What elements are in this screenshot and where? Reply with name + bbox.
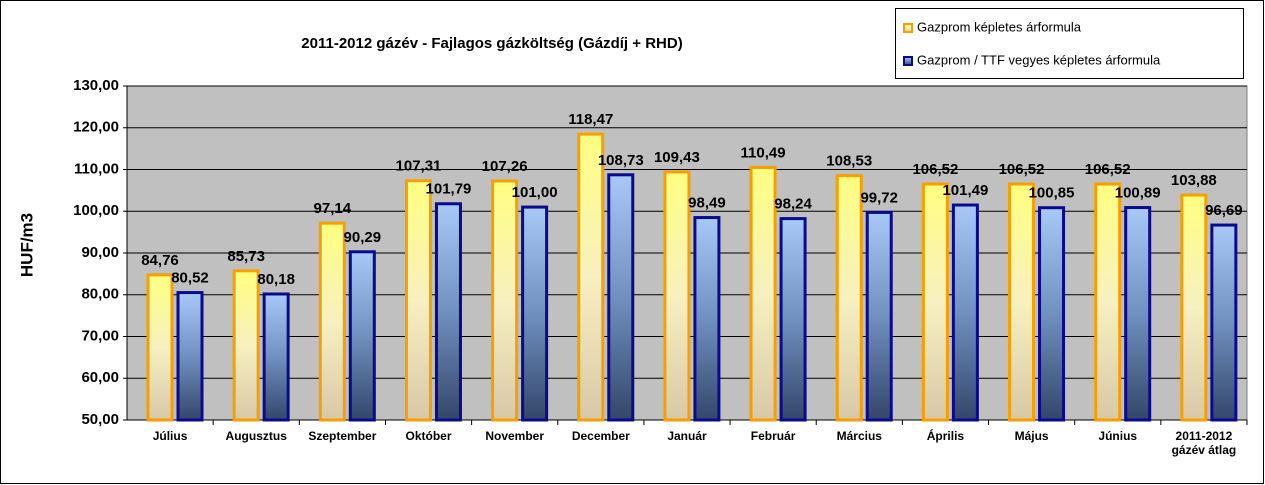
bar bbox=[749, 165, 777, 422]
data-label: 108,73 bbox=[598, 152, 644, 169]
data-label: 101,79 bbox=[426, 181, 472, 198]
y-tick-label: 90,00 bbox=[81, 244, 119, 261]
data-label: 106,52 bbox=[999, 161, 1045, 178]
bar bbox=[607, 173, 635, 422]
data-label: 101,00 bbox=[512, 184, 558, 201]
x-tick-label: Március bbox=[836, 429, 882, 443]
data-label: 100,89 bbox=[1115, 185, 1161, 202]
x-tick-label: December bbox=[571, 429, 630, 443]
data-label: 107,26 bbox=[482, 158, 528, 175]
legend bbox=[895, 8, 1244, 79]
bar bbox=[434, 202, 462, 422]
data-label: 84,76 bbox=[141, 252, 179, 269]
bar bbox=[779, 217, 807, 422]
y-tick-label: 110,00 bbox=[74, 160, 119, 177]
data-label: 85,73 bbox=[227, 248, 265, 265]
legend-label: Gazprom / TTF vegyes képletes árformula bbox=[917, 52, 1161, 67]
data-label: 109,43 bbox=[654, 149, 700, 166]
data-label: 118,47 bbox=[568, 111, 613, 128]
bar bbox=[348, 250, 376, 422]
bar bbox=[232, 269, 260, 422]
data-label: 110,49 bbox=[741, 144, 786, 161]
data-label: 101,49 bbox=[942, 182, 988, 199]
data-label: 100,85 bbox=[1029, 185, 1075, 202]
y-tick-label: 50,00 bbox=[81, 411, 119, 428]
x-tick-label: Május bbox=[1014, 429, 1049, 443]
legend-label: Gazprom képletes árformula bbox=[917, 19, 1082, 34]
data-label: 80,52 bbox=[171, 270, 209, 287]
bar bbox=[835, 174, 863, 422]
bar bbox=[318, 221, 346, 422]
chart-title: 2011-2012 gázév - Fajlagos gázköltség (G… bbox=[301, 35, 682, 52]
bar bbox=[693, 216, 721, 422]
data-label: 97,14 bbox=[314, 200, 352, 217]
bar bbox=[521, 205, 549, 422]
bar bbox=[1124, 206, 1152, 422]
bar bbox=[1038, 206, 1066, 422]
data-label: 107,31 bbox=[396, 158, 442, 175]
y-tick-label: 100,00 bbox=[73, 202, 119, 219]
x-tick-label: Október bbox=[405, 429, 452, 443]
x-tick-label: Szeptember bbox=[308, 429, 377, 443]
bar bbox=[577, 132, 605, 422]
x-tick-label: 2011-2012 gázév átlag bbox=[1171, 429, 1237, 457]
data-label: 106,52 bbox=[912, 161, 958, 178]
x-tick-label: Április bbox=[926, 429, 965, 443]
bar bbox=[146, 273, 174, 422]
y-tick-label: 70,00 bbox=[81, 327, 119, 344]
bar bbox=[1008, 182, 1036, 422]
y-tick-label: 130,00 bbox=[73, 77, 119, 94]
x-tick-label: Július bbox=[152, 429, 188, 443]
legend-marker bbox=[903, 56, 913, 66]
bar bbox=[262, 292, 290, 422]
bar bbox=[1180, 193, 1208, 422]
bar bbox=[1094, 182, 1122, 422]
bar bbox=[404, 179, 432, 422]
data-label: 96,69 bbox=[1205, 202, 1243, 219]
bar bbox=[663, 170, 691, 422]
data-label: 108,53 bbox=[826, 153, 872, 170]
bar bbox=[951, 203, 979, 422]
y-tick-label: 120,00 bbox=[73, 119, 119, 136]
x-tick-label: Január bbox=[667, 429, 707, 443]
data-label: 103,88 bbox=[1171, 172, 1217, 189]
data-label: 98,24 bbox=[774, 196, 812, 213]
data-label: 106,52 bbox=[1085, 161, 1131, 178]
x-tick-label: November bbox=[485, 429, 545, 443]
y-tick-label: 80,00 bbox=[81, 286, 119, 303]
bar bbox=[491, 179, 519, 422]
bar bbox=[1210, 223, 1238, 422]
data-label: 90,29 bbox=[344, 229, 382, 246]
legend-marker bbox=[903, 23, 913, 33]
bar bbox=[865, 210, 893, 422]
data-label: 80,18 bbox=[257, 271, 295, 288]
bar bbox=[176, 291, 204, 422]
data-label: 99,72 bbox=[860, 189, 898, 206]
y-axis-title: HUF/m3 bbox=[17, 213, 36, 277]
bar bbox=[921, 182, 949, 422]
x-tick-label: Február bbox=[750, 429, 796, 443]
y-tick-label: 60,00 bbox=[81, 369, 119, 386]
x-tick-label: Augusztus bbox=[225, 429, 287, 443]
x-tick-label: Június bbox=[1098, 429, 1138, 443]
data-label: 98,49 bbox=[688, 195, 726, 212]
